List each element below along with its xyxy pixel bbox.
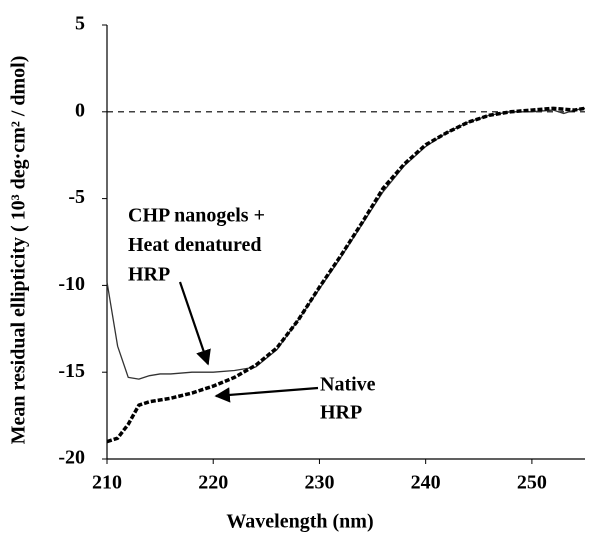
y-tick-label: -20: [58, 447, 85, 469]
x-tick-label: 250: [517, 472, 547, 494]
y-tick-label: 5: [75, 13, 85, 35]
y-tick-label: -15: [58, 360, 85, 382]
annotation-arrow: [214, 386, 319, 403]
y-tick-label: 0: [75, 99, 85, 121]
series-line: [106, 106, 586, 444]
x-tick-label: 210: [92, 472, 122, 494]
y-tick-label: -10: [58, 273, 85, 295]
x-tick-label: 230: [304, 472, 334, 494]
annotation: HRP: [128, 264, 170, 286]
y-axis-label: Mean residual ellipticity ( 10³ deg·cm² …: [8, 56, 30, 445]
x-tick-label: 240: [411, 472, 441, 494]
annotation: Native: [320, 374, 376, 396]
x-tick-label: 220: [198, 472, 228, 494]
y-tick-label: -5: [68, 186, 85, 208]
annotation: CHP nanogels +: [128, 205, 265, 227]
annotation: Heat denatured: [128, 234, 262, 256]
annotation: HRP: [320, 402, 362, 424]
annotation-arrow: [178, 281, 211, 366]
x-axis-label: Wavelength (nm): [226, 511, 373, 533]
